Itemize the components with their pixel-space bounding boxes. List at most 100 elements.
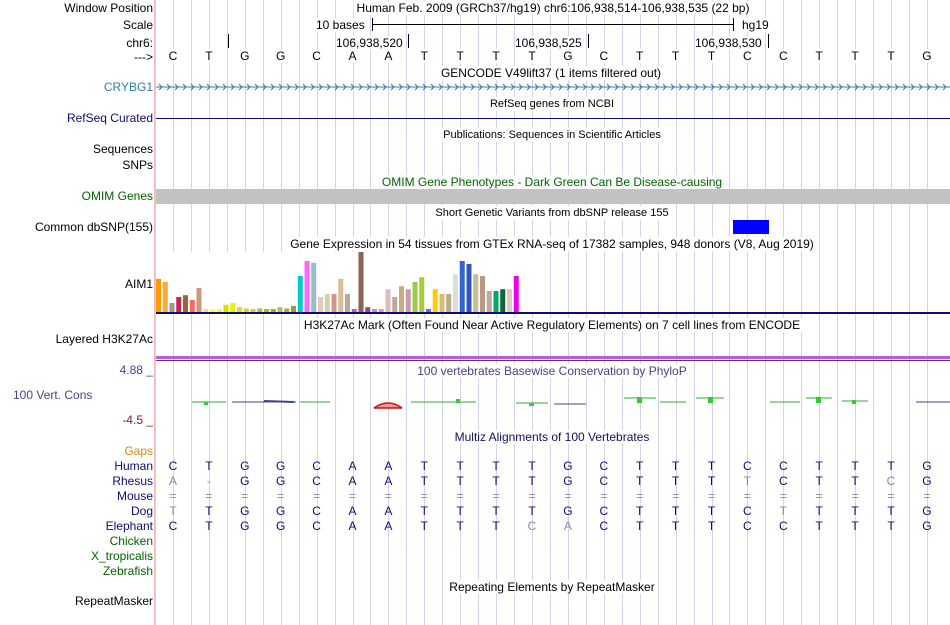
gtex-tissue-bar[interactable] (345, 294, 350, 312)
refseq-gene-line[interactable] (156, 118, 950, 119)
refseq-track-label[interactable]: RefSeq Curated (66, 111, 153, 125)
gtex-tissue-bar[interactable] (270, 309, 276, 312)
gtex-tissue-bar[interactable] (176, 297, 182, 312)
aligned-base: T (851, 504, 859, 518)
gencode-gene-feature[interactable] (156, 81, 950, 93)
gtex-tissue-bar[interactable] (432, 289, 438, 312)
reference-base: T (629, 49, 650, 63)
gtex-tissue-bar[interactable] (453, 274, 458, 312)
gtex-tissue-bar[interactable] (230, 303, 236, 312)
aligned-base: = (420, 489, 428, 503)
gtex-tissue-bar[interactable] (277, 307, 283, 312)
gtex-tissue-bar[interactable] (264, 309, 269, 312)
gtex-tissue-bar[interactable] (392, 297, 398, 312)
aligned-base: T (779, 504, 787, 518)
species-label[interactable]: Zebrafish (102, 564, 153, 578)
snp-variant[interactable] (733, 220, 769, 234)
gtex-tissue-bar[interactable] (507, 289, 512, 312)
gtex-tissue-bar[interactable] (223, 304, 229, 312)
gtex-tissue-bar[interactable] (378, 309, 384, 312)
aligned-base: = (636, 489, 644, 503)
sequences-track-label[interactable]: Sequences (92, 142, 153, 156)
gtex-tissue-bar[interactable] (331, 294, 337, 312)
gtex-tissue-bar[interactable] (237, 307, 242, 312)
species-label[interactable]: Dog (130, 504, 153, 518)
gtex-tissue-bar[interactable] (385, 289, 391, 312)
gtex-tissue-bar[interactable] (250, 309, 256, 312)
gtex-tissue-bar[interactable] (183, 295, 188, 312)
aligned-base: G (922, 474, 932, 488)
gtex-tissue-bar[interactable] (412, 282, 418, 312)
reference-base: T (522, 49, 542, 63)
gtex-tissue-bar[interactable] (439, 294, 445, 312)
gtex-tissue-bar[interactable] (493, 291, 499, 312)
gtex-track-title: Gene Expression in 54 tissues from GTEx … (287, 237, 817, 251)
species-label[interactable]: Mouse (116, 489, 153, 503)
gtex-tissue-bar[interactable] (419, 277, 425, 312)
aligned-base: T (887, 504, 895, 518)
gtex-tissue-bar[interactable] (351, 309, 357, 312)
gtex-tissue-bar[interactable] (405, 289, 411, 312)
phylop-signal[interactable] (156, 390, 950, 416)
repeatmasker-track-label[interactable]: RepeatMasker (74, 594, 153, 608)
gtex-tissue-bar[interactable] (243, 308, 249, 312)
species-label[interactable]: X_tropicalis (90, 549, 153, 563)
species-label[interactable]: Rhesus (112, 474, 153, 488)
gtex-tissue-bar[interactable] (169, 303, 175, 312)
gtex-tissue-bar[interactable] (189, 300, 195, 312)
species-label[interactable]: Elephant (105, 519, 153, 533)
gtex-tissue-bar[interactable] (311, 262, 317, 312)
gtex-tissue-bar[interactable] (216, 309, 222, 312)
gtex-tissue-bar[interactable] (162, 282, 168, 312)
snps-track-label[interactable]: SNPs (122, 158, 153, 172)
gtex-tissue-bar[interactable] (513, 276, 519, 312)
gtex-tissue-bar[interactable] (399, 286, 404, 312)
reference-base: C (773, 49, 794, 63)
phylop-track-label[interactable]: 100 Vert. Cons (13, 388, 93, 402)
gtex-bar-area[interactable] (156, 252, 536, 312)
gtex-gene-label[interactable]: AIM1 (124, 277, 153, 291)
gtex-tissue-bar[interactable] (486, 291, 492, 312)
h3k27ac-track-label[interactable]: Layered H3K27Ac (55, 332, 153, 346)
gtex-tissue-bar[interactable] (500, 289, 506, 312)
aligned-base: C (599, 474, 609, 488)
aligned-base: G (240, 504, 250, 518)
gtex-tissue-bar[interactable] (372, 309, 377, 312)
gtex-tissue-bar[interactable] (318, 297, 323, 312)
aligned-base: = (169, 489, 177, 503)
aligned-base: C (312, 459, 321, 473)
species-label[interactable]: Chicken (109, 534, 153, 548)
gtex-tissue-bar[interactable] (297, 276, 303, 312)
gtex-tissue-bar[interactable] (480, 276, 485, 312)
gtex-tissue-bar[interactable] (156, 279, 161, 312)
gencode-gene-label[interactable]: CRYBG1 (103, 80, 153, 94)
gtex-tissue-bar[interactable] (338, 279, 344, 312)
reference-base: T (198, 49, 219, 63)
gtex-tissue-bar[interactable] (257, 308, 263, 312)
gtex-tissue-bar[interactable] (426, 309, 431, 312)
aligned-base: C (599, 459, 609, 473)
h3k27ac-signal[interactable] (156, 356, 950, 359)
gtex-tissue-bar[interactable] (304, 261, 310, 312)
gtex-tissue-bar[interactable] (365, 307, 371, 312)
gtex-tissue-bar[interactable] (358, 252, 364, 312)
aligned-base: = (277, 489, 285, 503)
aligned-base: C (778, 519, 788, 533)
gtex-tissue-bar[interactable] (291, 306, 296, 312)
gtex-tissue-bar[interactable] (473, 274, 479, 312)
gtex-tissue-bar[interactable] (284, 308, 290, 312)
gtex-tissue-bar[interactable] (196, 288, 202, 312)
aligned-base: T (887, 519, 895, 533)
gtex-tissue-bar[interactable] (446, 294, 452, 312)
dbsnp-track-label[interactable]: Common dbSNP(155) (34, 220, 153, 234)
gtex-tissue-bar[interactable] (324, 294, 330, 312)
omim-track-label[interactable]: OMIM Genes (81, 189, 153, 203)
gtex-tissue-bar[interactable] (459, 261, 465, 312)
gtex-tissue-bar[interactable] (210, 309, 215, 312)
gtex-tissue-bar[interactable] (203, 309, 209, 312)
species-label[interactable]: Human (114, 459, 153, 473)
gtex-tissue-bar[interactable] (466, 264, 472, 312)
omim-gene-bar[interactable] (156, 189, 950, 204)
aligned-base: T (492, 459, 500, 473)
